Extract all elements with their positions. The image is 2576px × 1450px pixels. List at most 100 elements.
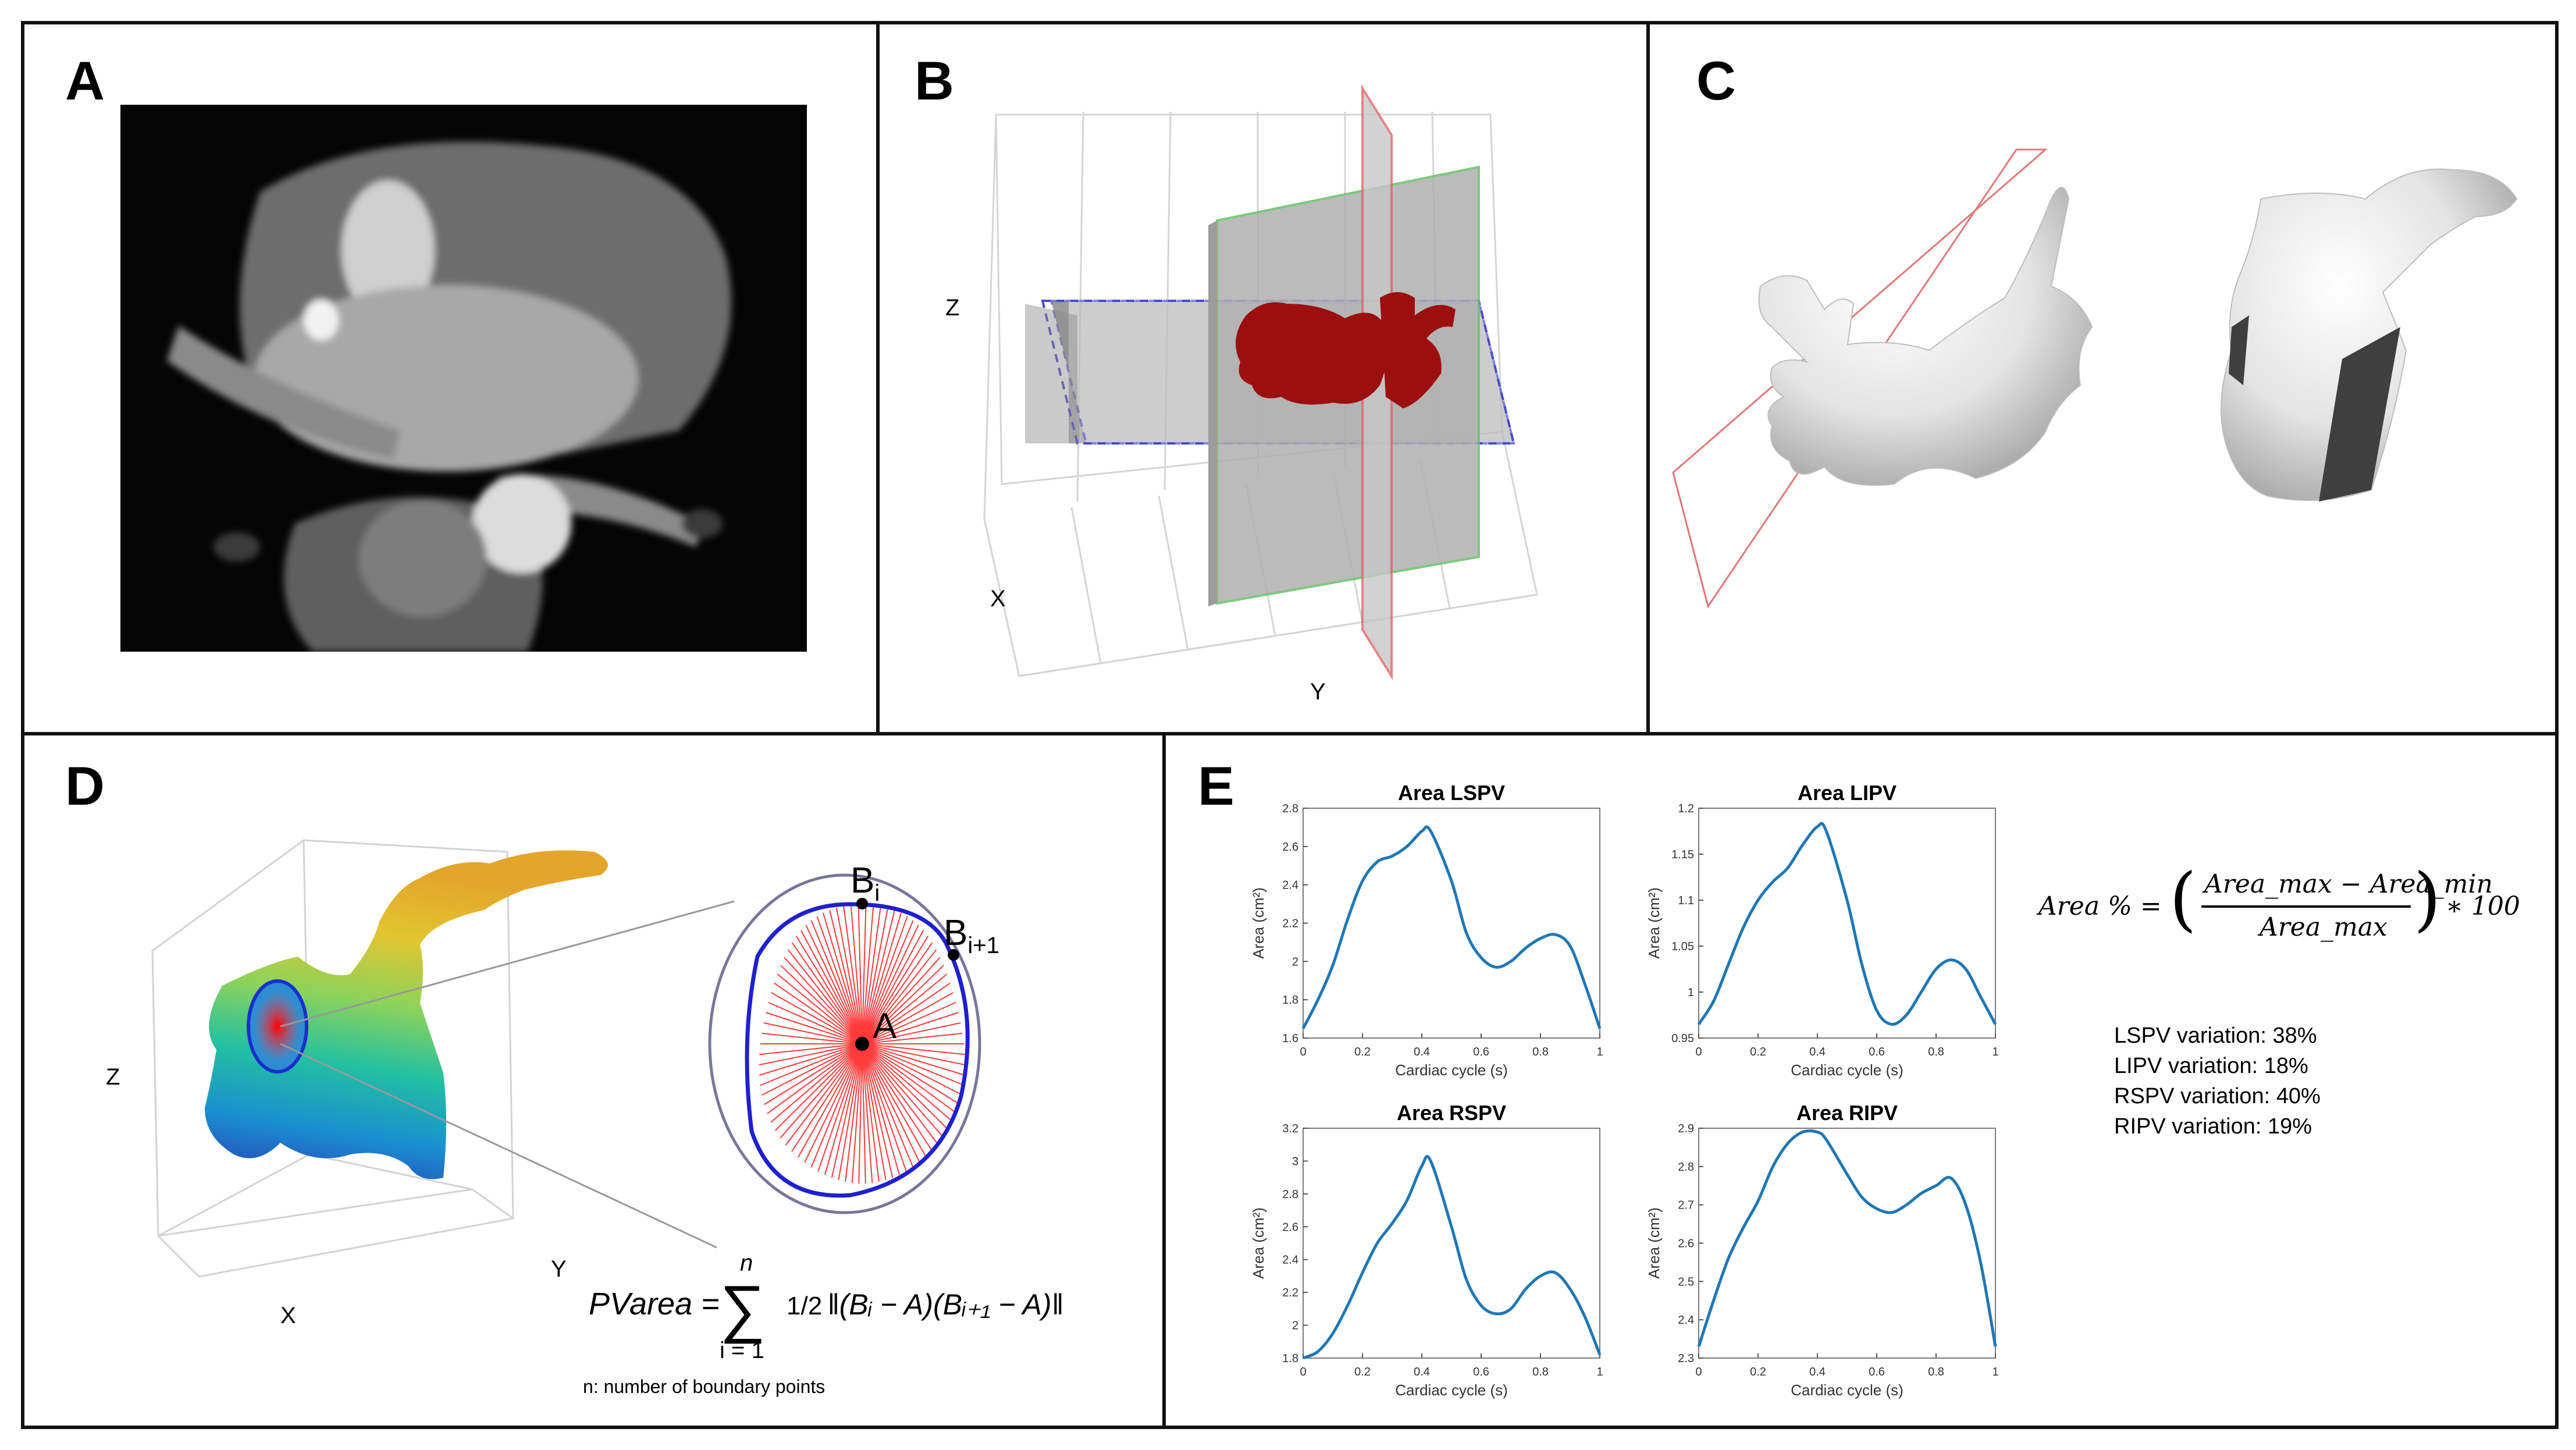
radial-ray xyxy=(835,907,863,1044)
x-tick-label: 0 xyxy=(1300,1366,1306,1378)
sum-symbol: ∑ xyxy=(720,1273,765,1344)
y-axis-label: Area (cm²) xyxy=(1645,887,1663,959)
radial-ray xyxy=(780,965,863,1044)
y-tick-label: 2.8 xyxy=(1282,1188,1298,1201)
radial-ray xyxy=(824,1043,863,1175)
radial-ray xyxy=(862,1043,966,1076)
y-tick-label: 1.8 xyxy=(1282,994,1298,1007)
radial-ray xyxy=(816,916,863,1044)
x-tick-label: 0.8 xyxy=(1532,1366,1549,1378)
radial-ray xyxy=(862,909,895,1044)
plot-frame xyxy=(1303,1128,1600,1359)
axis-y-label: Y xyxy=(551,1256,567,1282)
formula-numerator: Area_max − Area_min xyxy=(2204,869,2493,899)
x-tick-label: 0.4 xyxy=(1809,1366,1826,1378)
radial-ray xyxy=(787,949,863,1044)
radial-ray xyxy=(804,1043,863,1163)
plot-frame xyxy=(1698,808,1996,1039)
y-tick-label: 1 xyxy=(1688,986,1694,999)
radial-ray xyxy=(838,1043,863,1181)
y-tick-label: 2.3 xyxy=(1678,1352,1694,1365)
radial-ray xyxy=(845,1043,863,1182)
radial-ray xyxy=(762,1032,863,1044)
radial-ray xyxy=(862,1043,954,1123)
radial-ray xyxy=(775,1043,863,1131)
y-tick-label: 2.9 xyxy=(1678,1122,1694,1135)
formula-lhs: Area % = xyxy=(2038,891,2162,921)
y-tick-label: 1.2 xyxy=(1678,802,1694,815)
y-axis-label: Area (cm²) xyxy=(1645,1207,1663,1279)
radial-ray xyxy=(862,965,944,1044)
radial-ray xyxy=(777,973,863,1044)
radial-ray xyxy=(774,982,863,1044)
series-line xyxy=(1302,1154,1602,1360)
y-tick-label: 2.6 xyxy=(1678,1238,1694,1250)
panel-b: B Z X Y xyxy=(876,21,1650,735)
axis-y-label: Y xyxy=(1310,679,1326,705)
radial-ray xyxy=(862,1022,961,1044)
chart-0: Area LSPV 0 0.2 0.4 0.6 0.8 1 1.6 1.8 2 2.2 2.4 2.6 2… xyxy=(1250,781,1603,1079)
radial-ray xyxy=(862,1043,927,1158)
radial-ray xyxy=(862,1032,963,1044)
radial-ray xyxy=(862,1043,961,1106)
y-tick-label: 2.4 xyxy=(1282,1254,1298,1267)
radial-ray xyxy=(770,1043,863,1123)
x-tick-label: 0.2 xyxy=(1354,1046,1371,1058)
variation-rspv: RSPV variation: 40% xyxy=(2114,1084,2321,1108)
radial-ray xyxy=(862,1043,866,1184)
x-tick-label: 0.4 xyxy=(1414,1366,1430,1378)
radial-ray xyxy=(862,905,881,1044)
chart-2: Area RSPV 0 0.2 0.4 0.6 0.8 1 1.8 2 2.2 2.4 2.6 2.8 3… xyxy=(1250,1101,1603,1399)
ct-scan-image xyxy=(120,105,807,652)
radial-ray xyxy=(810,920,863,1044)
x-tick-label: 1 xyxy=(1596,1366,1603,1378)
sum-bottom: i = 1 xyxy=(720,1338,764,1363)
series-line xyxy=(1697,822,1997,1026)
chart-title: Area RIPV xyxy=(1796,1101,1898,1125)
radial-ray xyxy=(862,907,889,1044)
radial-ray xyxy=(862,1001,956,1044)
chart-title: Area LSPV xyxy=(1398,781,1505,805)
x-axis-label: Cardiac cycle (s) xyxy=(1791,1381,1903,1399)
plot-frame xyxy=(1303,808,1600,1039)
ct-scan-drawing xyxy=(120,105,807,652)
radial-ray xyxy=(862,1043,963,1096)
y-tick-label: 2.2 xyxy=(1282,918,1298,930)
point-bi1-label: Bi+1 xyxy=(944,913,999,958)
radial-ray xyxy=(795,936,863,1044)
radial-ray xyxy=(851,1043,863,1183)
radial-ray xyxy=(785,1043,863,1146)
y-tick-label: 2.2 xyxy=(1282,1286,1298,1299)
radial-rays xyxy=(759,904,966,1184)
radial-ray xyxy=(862,925,919,1044)
formula-lhs: PVarea = xyxy=(589,1286,720,1321)
panel-e-label: E xyxy=(1198,755,1234,816)
y-tick-label: 1.15 xyxy=(1671,848,1694,861)
radial-ray xyxy=(831,1043,863,1178)
radial-ray xyxy=(862,1012,959,1044)
radial-ray xyxy=(862,1043,945,1139)
y-tick-label: 2.6 xyxy=(1282,841,1298,854)
x-tick-label: 0.4 xyxy=(1809,1046,1826,1058)
radial-ray xyxy=(858,1043,863,1184)
x-tick-label: 0.8 xyxy=(1928,1046,1944,1058)
radial-ray xyxy=(768,1001,863,1044)
radial-ray xyxy=(760,1043,863,1086)
formula-rhs: ‖(Bᵢ − A)(Bᵢ₊₁ − A)‖ xyxy=(827,1288,1063,1321)
radial-ray xyxy=(761,1043,863,1096)
formula-tail: ∗ 100 xyxy=(2446,891,2520,921)
radial-ray xyxy=(862,916,908,1044)
x-tick-label: 0.6 xyxy=(1473,1046,1489,1058)
y-tick-label: 0.95 xyxy=(1671,1032,1694,1045)
y-tick-label: 3 xyxy=(1292,1155,1298,1168)
x-tick-label: 0.6 xyxy=(1869,1046,1885,1058)
fraction-bar xyxy=(2201,905,2411,908)
y-tick-label: 1.8 xyxy=(1282,1352,1298,1365)
radial-ray xyxy=(767,1043,863,1114)
radial-ray xyxy=(862,936,929,1044)
radial-ray xyxy=(791,942,863,1044)
axis-x-label: X xyxy=(280,1303,296,1328)
formula-close-paren: ) xyxy=(2414,859,2441,940)
slice-planes-3d: Z X Y xyxy=(945,84,1538,705)
radial-ray xyxy=(862,1043,920,1163)
